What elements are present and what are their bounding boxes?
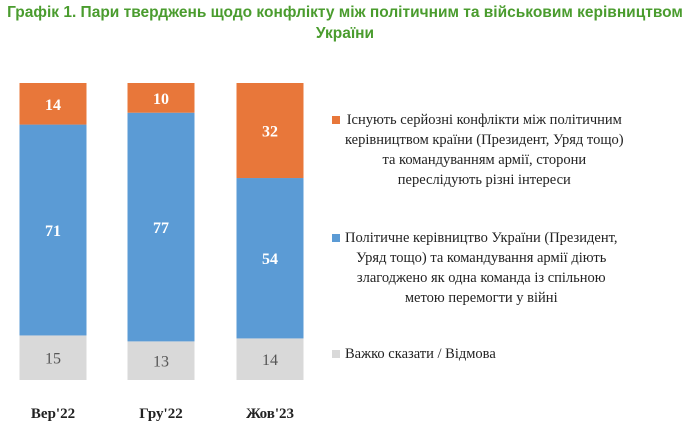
legend-label-hard-to-say: Важко сказати / Відмова [345,344,496,364]
bar-segment-together [19,124,87,336]
legend-line: керівництвом країни (Президент, Уряд тощ… [345,132,624,148]
legend-item-conflict: Існують серйозні конфлікти між політични… [332,110,624,190]
x-tick-label: Гру'22 [139,406,182,422]
bar-segment-hard-to-say [19,335,87,380]
legend-line: Уряд тощо) та командування армії діють [356,250,607,266]
legend-line: та командуванням армії, сторони [382,152,587,168]
bar-segment-together [127,112,195,342]
stacked-bar-chart: 15 71 14 Вер'22 13 77 10 Гру'22 14 54 32 Жов'23 [19,83,304,422]
legend-line: Існують серйозні конфлікти між політични… [346,112,622,128]
data-label: 77 [153,220,169,237]
data-label: 13 [153,354,169,371]
chart-title-line-1: Графік 1. Пари тверджень щодо конфлікту … [7,4,683,21]
legend-line: Політичне керівництво України (Президент… [345,230,618,246]
data-label: 14 [262,352,278,369]
bar-segment-hard-to-say [127,341,195,380]
data-label: 15 [45,351,61,368]
x-tick-label: Вер'22 [31,406,75,422]
legend-line: метою перемогти у війні [404,290,558,306]
bar-segment-conflict [19,83,87,125]
legend-swatch-together [332,234,340,242]
data-label: 54 [262,251,278,268]
chart-title: Графік 1. Пари тверджень щодо конфлікту … [0,2,690,44]
legend-line: переслідують різні інтереси [397,172,571,188]
legend-label-together: Політичне керівництво України (Президент… [345,228,617,308]
legend-label-conflict: Існують серйозні конфлікти між політични… [345,110,624,190]
legend-line: злагоджено як одна команда із спільною [356,270,606,286]
data-label: 10 [153,91,169,108]
x-tick-label: Жов'23 [246,406,294,422]
data-label: 71 [45,223,61,240]
bar-segment-hard-to-say [236,338,304,380]
legend-line: Важко сказати / Відмова [345,346,496,362]
data-label: 32 [262,124,278,141]
legend-swatch-hard-to-say [332,350,340,358]
chart-title-line-2: України [315,25,375,42]
bar-segment-together [236,178,304,339]
legend-swatch-conflict [332,116,340,124]
bar-segment-conflict [236,83,304,179]
legend-item-hard-to-say: Важко сказати / Відмова [332,344,496,364]
bar-segment-conflict [127,83,195,113]
legend-item-together: Політичне керівництво України (Президент… [332,228,617,308]
data-label: 14 [45,97,61,114]
